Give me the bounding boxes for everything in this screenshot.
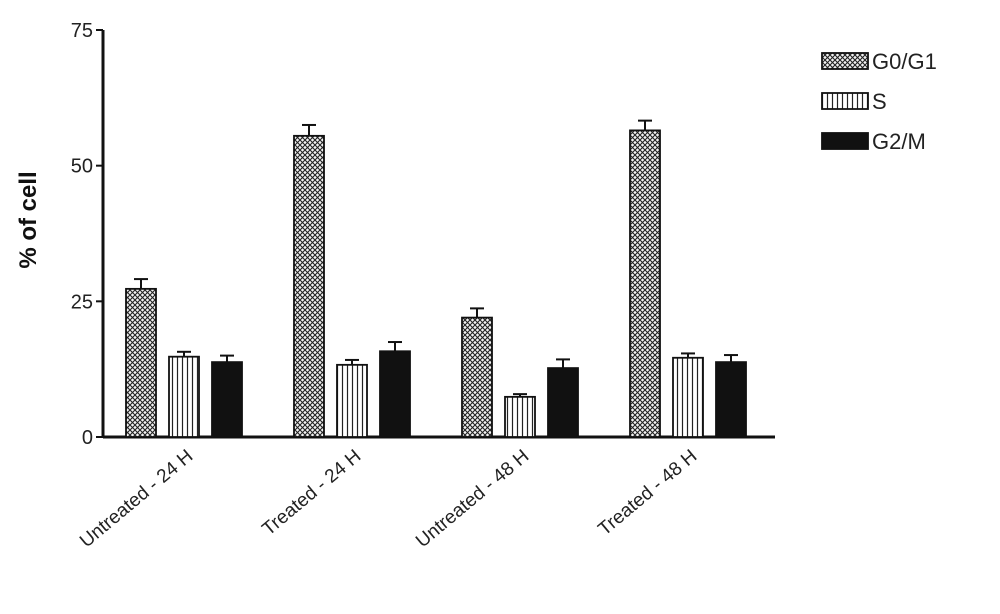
- bars: [125, 119, 747, 438]
- bar-s: [168, 355, 200, 438]
- y-tick-label: 25: [71, 291, 93, 313]
- bar-g0-g1: [629, 129, 661, 438]
- y-axis-title: % of cell: [15, 171, 42, 268]
- bar-g2-m: [211, 361, 243, 438]
- legend-swatch: [821, 92, 869, 110]
- bar-g0-g1: [125, 287, 157, 438]
- legend-swatch: [821, 52, 869, 70]
- y-tick-label: 0: [82, 427, 93, 449]
- bar-g2-m: [379, 350, 411, 438]
- bar-g2-m: [547, 367, 579, 438]
- legend: G0/G1 S G2/M: [821, 49, 937, 154]
- legend-label: S: [872, 89, 887, 114]
- y-ticks: 0 25 50 75: [71, 20, 103, 449]
- bar-g2-m: [715, 361, 747, 438]
- x-category-label: Treated - 24 H: [258, 446, 365, 540]
- x-category-label: Treated - 48 H: [594, 446, 701, 540]
- bar-g0-g1: [461, 316, 493, 438]
- legend-label: G2/M: [872, 129, 926, 154]
- y-tick-label: 75: [71, 20, 93, 42]
- y-tick-label: 50: [71, 156, 93, 178]
- bar-g0-g1: [293, 134, 325, 438]
- bar-s: [336, 363, 368, 438]
- legend-label: G0/G1: [872, 49, 937, 74]
- bar-s: [504, 395, 536, 438]
- x-category-label: Untreated - 48 H: [412, 446, 533, 552]
- legend-swatch: [821, 132, 869, 150]
- x-category-label: Untreated - 24 H: [76, 446, 197, 552]
- bar-s: [672, 356, 704, 438]
- x-category-labels: Untreated - 24 H Treated - 24 H Untreated …: [76, 446, 701, 552]
